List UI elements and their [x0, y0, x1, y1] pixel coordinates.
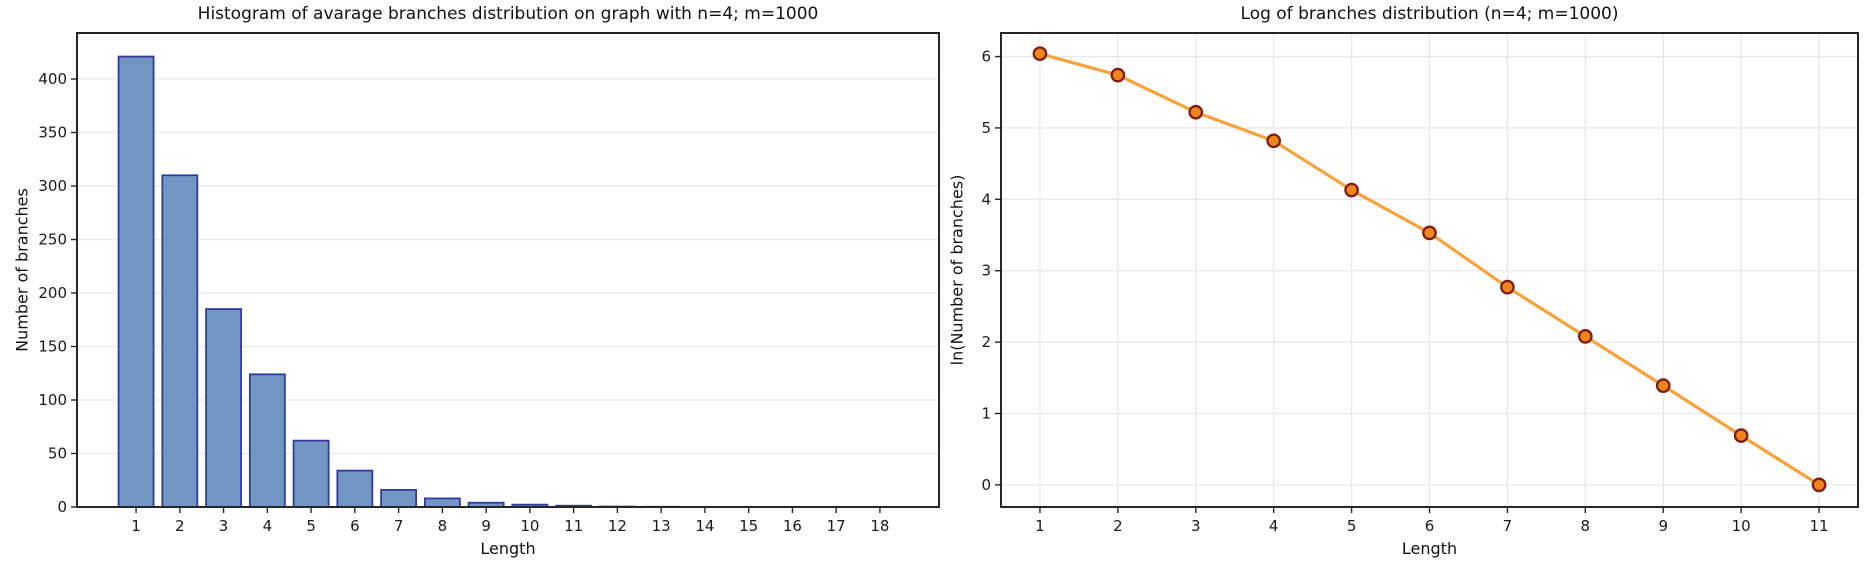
histogram-bar [117, 55, 155, 508]
log-chart-x-tick-label: 10 [1732, 517, 1751, 535]
log-chart-data-point [1500, 279, 1515, 295]
histogram-bar [336, 469, 374, 508]
histogram-bar [205, 308, 242, 508]
log-chart-x-tick-label: 4 [1269, 517, 1279, 535]
log-chart-x-tick-label: 6 [1425, 517, 1435, 535]
log-chart-data-point [1188, 104, 1204, 120]
histogram-x-tick-label: 1 [131, 517, 141, 535]
log-chart-x-tick-label: 2 [1113, 517, 1123, 535]
histogram-x-tick-label: 17 [827, 517, 846, 535]
histogram-x-tick-label: 12 [608, 517, 627, 535]
log-chart-data-point [1655, 378, 1671, 393]
histogram-y-axis-label: Number of branches [12, 188, 32, 352]
histogram-y-tick-label: 200 [38, 284, 67, 302]
log-chart-data-point [1733, 428, 1749, 443]
histogram-y-tick-label: 350 [38, 124, 67, 142]
histogram-title: Histogram of avarage branches distributi… [197, 4, 819, 24]
log-chart-data-point [1811, 477, 1827, 493]
histogram-y-tick-label: 400 [38, 70, 67, 88]
log-chart-y-tick-label: 1 [981, 404, 991, 422]
histogram-x-tick-label: 10 [520, 517, 539, 535]
log-chart-x-tick-label: 5 [1347, 517, 1357, 535]
log-chart-data-point [1266, 133, 1282, 149]
log-chart-data-point [1032, 46, 1048, 62]
histogram-y-tick-label: 250 [38, 231, 67, 249]
log-chart-x-tick-label: 3 [1191, 517, 1201, 535]
log-chart-x-axis-label: Length [1401, 539, 1458, 558]
histogram-frame [76, 32, 940, 508]
histogram-y-tick-label: 50 [48, 445, 67, 463]
histogram-x-tick-label: 8 [438, 517, 448, 535]
histogram-x-axis-label: Length [480, 539, 536, 558]
log-chart-x-tick-label: 11 [1809, 517, 1828, 535]
log-chart-data-point [1577, 329, 1593, 344]
histogram-y-tick-label: 0 [57, 498, 67, 516]
histogram-y-tick-label: 300 [38, 177, 67, 195]
log-chart-y-tick-label: 0 [981, 476, 991, 494]
histogram-x-tick-label: 11 [564, 517, 583, 535]
log-chart-data-point [1344, 182, 1359, 198]
log-chart-data-point [1422, 225, 1437, 241]
log-chart-y-tick-label: 6 [981, 48, 991, 66]
log-chart-y-tick-label: 3 [981, 262, 991, 280]
histogram-x-tick-label: 5 [306, 517, 316, 535]
log-chart-y-tick-label: 5 [981, 119, 991, 137]
histogram-y-tick-label: 150 [38, 338, 67, 356]
histogram-x-tick-label: 2 [175, 517, 185, 535]
histogram-x-tick-label: 9 [481, 517, 491, 535]
histogram-x-tick-label: 6 [350, 517, 360, 535]
histogram-x-tick-label: 18 [870, 517, 889, 535]
log-chart-frame [1000, 32, 1859, 508]
log-chart-y-tick-label: 2 [981, 333, 991, 351]
histogram-bar [161, 174, 199, 508]
histogram-bar [423, 497, 461, 508]
histogram-bar [248, 373, 286, 508]
histogram-x-tick-label: 7 [394, 517, 404, 535]
histogram-y-tick-label: 100 [38, 391, 67, 409]
histogram-bar [292, 439, 330, 508]
log-chart-x-tick-label: 7 [1503, 517, 1513, 535]
histogram-x-tick-label: 16 [783, 517, 802, 535]
log-chart-x-tick-label: 1 [1035, 517, 1045, 535]
histogram-x-tick-label: 3 [219, 517, 229, 535]
histogram-x-tick-label: 4 [263, 517, 273, 535]
log-chart-title: Log of branches distribution (n=4; m=100… [1240, 4, 1619, 24]
log-chart-data-point [1110, 67, 1126, 83]
histogram-bar [380, 488, 418, 508]
histogram-x-tick-label: 15 [739, 517, 758, 535]
log-chart-y-axis-label: ln(Number of branches) [947, 174, 967, 366]
log-chart-x-tick-label: 8 [1581, 517, 1591, 535]
histogram-x-tick-label: 14 [695, 517, 714, 535]
histogram-x-tick-label: 13 [652, 517, 671, 535]
log-chart-y-tick-label: 4 [981, 190, 991, 208]
log-chart-x-tick-label: 9 [1658, 517, 1668, 535]
